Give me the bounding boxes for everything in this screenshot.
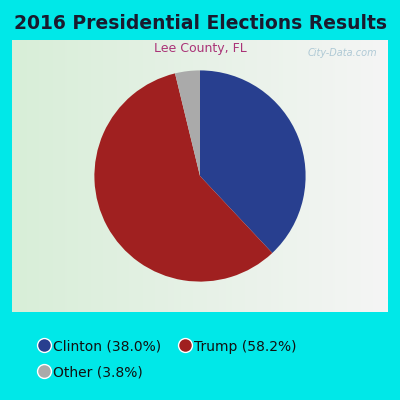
Wedge shape — [94, 73, 272, 282]
Text: 2016 Presidential Elections Results: 2016 Presidential Elections Results — [14, 14, 386, 33]
Text: Lee County, FL: Lee County, FL — [154, 42, 246, 55]
Legend: Other (3.8%): Other (3.8%) — [35, 360, 148, 385]
Legend: Clinton (38.0%), Trump (58.2%): Clinton (38.0%), Trump (58.2%) — [35, 334, 302, 359]
Wedge shape — [200, 70, 306, 253]
Wedge shape — [175, 70, 200, 176]
Text: City-Data.com: City-Data.com — [307, 48, 377, 58]
